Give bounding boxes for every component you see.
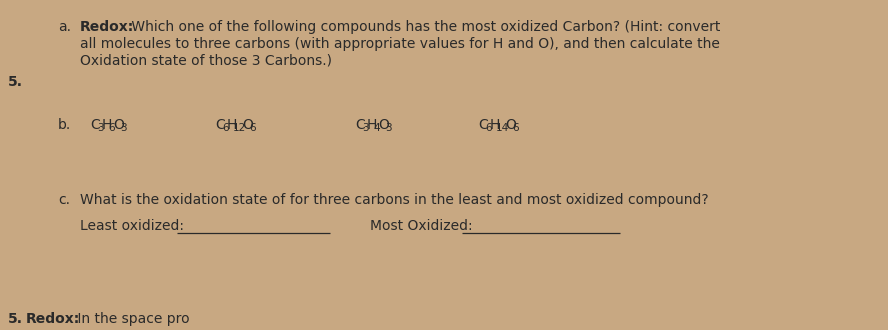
Text: H: H: [101, 118, 112, 132]
Text: 3: 3: [385, 123, 392, 133]
Text: Which one of the following compounds has the most oxidized Carbon? (Hint: conver: Which one of the following compounds has…: [127, 20, 720, 34]
Text: H: H: [489, 118, 500, 132]
Text: 6: 6: [250, 123, 256, 133]
Text: O: O: [242, 118, 253, 132]
Text: 6: 6: [512, 123, 519, 133]
Text: 3: 3: [120, 123, 126, 133]
Text: H: H: [226, 118, 237, 132]
Text: C: C: [478, 118, 488, 132]
Text: O: O: [378, 118, 389, 132]
Text: O: O: [113, 118, 123, 132]
Text: a.: a.: [58, 20, 71, 34]
Text: In the space pro: In the space pro: [73, 312, 190, 326]
Text: Most Oxidized:: Most Oxidized:: [370, 219, 472, 233]
Text: C: C: [215, 118, 225, 132]
Text: 5.: 5.: [8, 75, 23, 89]
Text: Oxidation state of those 3 Carbons.): Oxidation state of those 3 Carbons.): [80, 54, 332, 68]
Text: Redox:: Redox:: [26, 312, 80, 326]
Text: 6: 6: [222, 123, 228, 133]
Text: Least oxidized:: Least oxidized:: [80, 219, 184, 233]
Text: 14: 14: [496, 123, 510, 133]
Text: 6: 6: [485, 123, 491, 133]
Text: H: H: [367, 118, 377, 132]
Text: 3: 3: [361, 123, 369, 133]
Text: 3: 3: [97, 123, 103, 133]
Text: C: C: [90, 118, 99, 132]
Text: 6: 6: [108, 123, 115, 133]
Text: b.: b.: [58, 118, 71, 132]
Text: 12: 12: [234, 123, 247, 133]
Text: c.: c.: [58, 193, 70, 207]
Text: What is the oxidation state of for three carbons in the least and most oxidized : What is the oxidation state of for three…: [80, 193, 709, 207]
Text: O: O: [505, 118, 517, 132]
Text: 5.: 5.: [8, 312, 23, 326]
Text: 4: 4: [373, 123, 380, 133]
Text: C: C: [355, 118, 365, 132]
Text: Redox:: Redox:: [80, 20, 134, 34]
Text: all molecules to three carbons (with appropriate values for H and O), and then c: all molecules to three carbons (with app…: [80, 37, 720, 51]
